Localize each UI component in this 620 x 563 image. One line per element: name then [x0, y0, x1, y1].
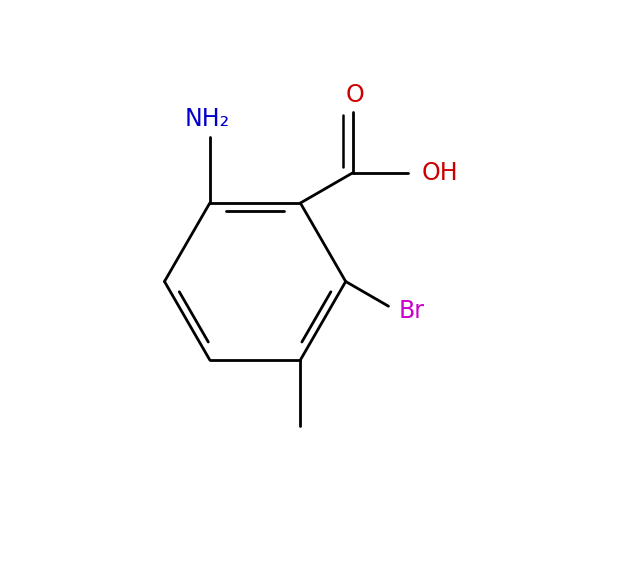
- Text: NH₂: NH₂: [185, 106, 229, 131]
- Text: OH: OH: [422, 161, 458, 185]
- Text: Br: Br: [399, 298, 424, 323]
- Text: O: O: [346, 83, 365, 107]
